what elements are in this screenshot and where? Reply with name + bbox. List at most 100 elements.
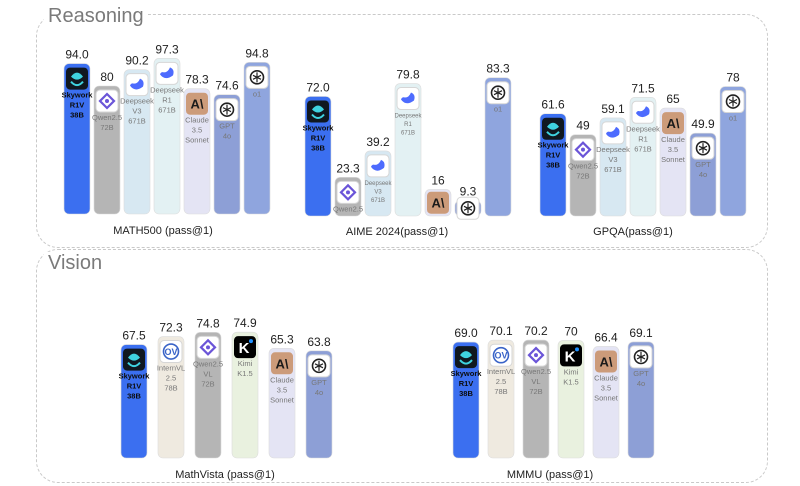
bar-model-label: Sonnet — [185, 136, 210, 145]
bar-model-label: K1.5 — [563, 377, 578, 386]
bar-model-label: 38B — [459, 389, 473, 398]
value-label: 79.8 — [396, 68, 420, 82]
bar — [157, 336, 185, 459]
bar-model-label: Sonnet — [661, 155, 686, 164]
bar — [629, 97, 657, 217]
bar-model-label: 2.5 — [496, 377, 506, 386]
value-label: 94.8 — [245, 46, 269, 60]
chart-title: MMMU (pass@1) — [507, 469, 593, 481]
skywork-logo-mark — [312, 105, 324, 113]
bar-model-label: 3.5 — [668, 145, 678, 154]
deepseek-logo-whale — [160, 67, 174, 79]
skywork-logo-mark — [547, 122, 559, 130]
claude-logo-glyph: A\ — [276, 356, 289, 371]
bar — [194, 332, 222, 459]
value-label: 49 — [576, 119, 590, 133]
bar — [120, 344, 148, 459]
bar-model-label: 671B — [401, 131, 415, 137]
bar-model-label: 72B — [201, 379, 214, 388]
qwen-logo-mark — [574, 141, 592, 159]
claude-logo-icon — [595, 350, 617, 373]
bar-model-label: 4o — [637, 379, 645, 388]
bar-model-label: 671B — [158, 105, 176, 114]
bar-model-label: VL — [203, 369, 212, 378]
openai-logo-knot — [222, 104, 232, 115]
bar-model-label: Skywork — [303, 123, 335, 132]
claude-logo-icon — [271, 352, 293, 375]
qwen-logo-mark — [98, 92, 116, 110]
internvl-logo-glyph: OV — [494, 351, 507, 361]
vision-section-title: Vision — [44, 252, 107, 275]
qwen-logo-mark — [527, 346, 545, 364]
skywork-logo-swoosh — [70, 80, 84, 87]
skywork-logo-mark — [71, 72, 83, 80]
bar — [213, 94, 241, 215]
bar — [123, 69, 151, 215]
value-label: 70.1 — [489, 324, 513, 338]
bar-model-label: Deepseek — [394, 114, 422, 120]
kimi-logo-dot — [575, 347, 579, 352]
bar — [719, 86, 747, 217]
bar-model-label: 78B — [164, 384, 177, 393]
bar-model-label: Qwen2.5 — [193, 359, 223, 368]
claude-logo-glyph: A\ — [600, 354, 613, 369]
qwen-logo-mark — [339, 183, 357, 201]
skywork-logo-swoosh — [546, 131, 560, 137]
bar-model-label: Qwen2.5 — [568, 162, 598, 171]
bar-model-label: Deepseek — [596, 145, 630, 154]
skywork-logo-swoosh — [459, 359, 473, 365]
kimi-logo-dot — [249, 339, 253, 344]
value-label: 39.2 — [366, 135, 390, 149]
bar — [93, 85, 121, 215]
bar-model-label: K1.5 — [237, 369, 252, 378]
bar — [63, 63, 91, 215]
bar-model-label: GPT — [311, 378, 327, 387]
claude-logo-glyph: A\ — [667, 116, 680, 131]
value-label: 65.3 — [270, 332, 294, 346]
value-label: 66.4 — [594, 330, 618, 344]
bar-model-label: 671B — [371, 198, 385, 204]
kimi-logo-glyph: K — [239, 340, 250, 357]
bar — [484, 77, 512, 217]
value-label: 23.3 — [336, 161, 360, 175]
value-label: 61.6 — [541, 98, 565, 112]
bar-model-label: VL — [531, 377, 540, 386]
bar — [627, 341, 655, 459]
bar-model-label: V3 — [608, 155, 617, 164]
bar-model-label: Sonnet — [270, 395, 295, 404]
bar-model-label: Skywork — [451, 369, 483, 378]
bar-model-label: InternVL — [157, 364, 185, 373]
bar — [487, 339, 515, 459]
kimi-logo-glyph: K — [565, 348, 576, 365]
deepseek-logo-whale — [606, 126, 620, 138]
openai-logo-ring — [725, 94, 741, 109]
value-label: 83.3 — [486, 62, 510, 76]
bar-model-label: 38B — [127, 392, 141, 401]
bar — [183, 88, 211, 215]
bar-model-label: 38B — [546, 161, 560, 170]
value-label: 70 — [564, 324, 578, 338]
qwen-logo-dot — [581, 147, 585, 152]
value-label: 72.3 — [159, 321, 183, 335]
value-label: 16 — [431, 173, 445, 187]
value-label: 78 — [726, 71, 740, 85]
bar-model-label: R1V — [127, 382, 142, 391]
bar-model-label: 72B — [529, 387, 542, 396]
chart-panel: 61.6SkyworkR1V38B49Qwen2.572B59.1Deepsee… — [538, 71, 747, 238]
bar-model-label: 3.5 — [192, 126, 202, 135]
reasoning-section — [36, 14, 768, 248]
internvl-logo-ring — [162, 343, 180, 360]
bar — [231, 331, 259, 459]
bar-model-label: Sonnet — [594, 393, 619, 402]
bar-model-label: Kimi — [238, 359, 253, 368]
value-label: 59.1 — [601, 102, 625, 116]
value-label: 69.1 — [629, 326, 653, 340]
bar-model-label: Claude — [594, 373, 618, 382]
bar-model-label: 38B — [311, 143, 325, 152]
vision-section — [36, 249, 768, 483]
bar — [659, 107, 687, 217]
